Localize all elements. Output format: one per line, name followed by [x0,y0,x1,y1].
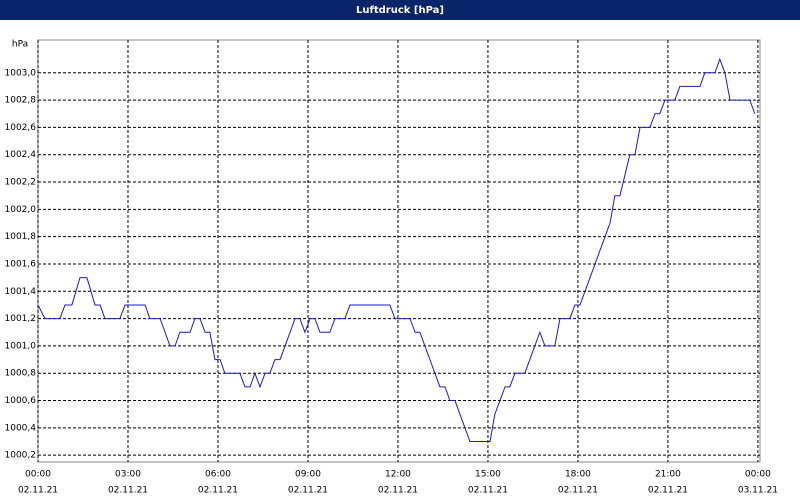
y-tick-label: 1001,2 [5,314,37,324]
y-tick-label: 1001,0 [5,341,37,351]
y-tick-label: 1001,6 [5,259,37,269]
x-date-label: 02.11.21 [378,486,418,496]
x-tick-label: 03:00 [115,470,141,480]
data-line [37,57,756,443]
x-date-label: 02.11.21 [198,486,238,496]
x-tick-label: 09:00 [295,470,321,480]
x-tick-label: 06:00 [205,470,231,480]
x-date-label: 02.11.21 [108,486,148,496]
x-date-label: 02.11.21 [288,486,328,496]
x-date-label: 03.11.21 [738,486,778,496]
y-tick-label: 1000,8 [5,369,37,379]
x-date-label: 02.11.21 [18,486,58,496]
x-date-label: 02.11.21 [648,486,688,496]
title-bar [0,0,800,20]
y-tick-label: 1001,8 [5,232,37,242]
x-tick-label: 12:00 [385,470,411,480]
y-tick-label: 1002,4 [5,150,37,160]
x-tick-label: 00:00 [745,470,771,480]
y-tick-label: 1000,2 [5,451,37,461]
y-tick-label: 1000,6 [5,396,37,406]
x-date-label: 02.11.21 [558,486,598,496]
y-tick-label: 1000,4 [5,423,37,433]
y-tick-label: 1001,4 [5,287,37,297]
x-tick-label: 15:00 [475,470,501,480]
x-date-label: 02.11.21 [468,486,508,496]
y-tick-label: 1002,8 [5,96,37,106]
chart-title: Luftdruck [hPa] [356,5,444,16]
y-tick-label: 1002,0 [5,205,37,215]
plot-frame [37,39,761,463]
y-unit: hPa [12,40,28,50]
x-tick-label: 21:00 [655,470,681,480]
y-tick-label: 1002,2 [5,178,37,188]
x-tick-label: 00:00 [25,470,51,480]
x-tick-label: 18:00 [565,470,591,480]
y-tick-label: 1002,6 [5,123,37,133]
y-tick-label: 1003,0 [5,68,37,78]
